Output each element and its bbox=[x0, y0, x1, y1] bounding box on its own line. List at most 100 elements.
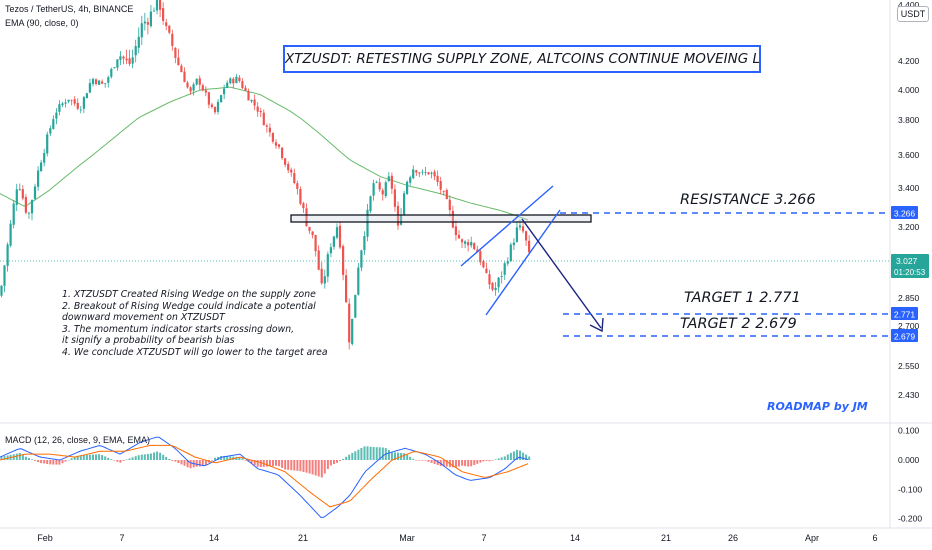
candle-body bbox=[366, 209, 369, 237]
macd-histogram-bar bbox=[134, 456, 137, 460]
candle-body bbox=[467, 242, 470, 246]
wedge-lower-line[interactable] bbox=[485, 209, 561, 316]
macd-histogram-bar bbox=[525, 454, 528, 460]
time-tick-label: Feb bbox=[37, 533, 53, 543]
macd-histogram-bar bbox=[323, 460, 326, 474]
candle-body bbox=[317, 250, 320, 270]
candle-body bbox=[174, 47, 177, 58]
candle-body bbox=[290, 169, 293, 173]
macd-tick-label: -0.100 bbox=[898, 484, 922, 494]
candle-body bbox=[311, 231, 314, 236]
macd-histogram-bar bbox=[336, 460, 338, 463]
macd-histogram-bar bbox=[34, 460, 36, 461]
candle-body bbox=[256, 106, 259, 112]
candle-body bbox=[451, 210, 454, 228]
macd-histogram-bar bbox=[259, 460, 262, 467]
candle-body bbox=[482, 261, 485, 268]
macd-histogram-bar bbox=[143, 454, 146, 460]
macd-histogram-bar bbox=[433, 460, 436, 464]
candle-body bbox=[207, 92, 210, 105]
price-tick-label: 3.400 bbox=[898, 183, 920, 193]
ema-90-line bbox=[0, 86, 529, 221]
price-tick-label: 3.600 bbox=[898, 150, 920, 160]
candle-body bbox=[427, 172, 430, 175]
time-tick-label: 21 bbox=[661, 533, 671, 543]
candle-body bbox=[3, 265, 6, 286]
candle-body bbox=[24, 197, 27, 213]
macd-histogram-bar bbox=[244, 460, 247, 461]
candle-body bbox=[491, 283, 494, 290]
macd-histogram-bar bbox=[79, 455, 82, 460]
candle-body bbox=[52, 119, 55, 129]
candle-body bbox=[232, 78, 235, 84]
macd-line bbox=[0, 436, 529, 519]
candle-body bbox=[424, 172, 427, 174]
macd-histogram-bar bbox=[366, 446, 369, 460]
macd-histogram-bar bbox=[15, 453, 18, 460]
macd-histogram-bar bbox=[430, 460, 433, 463]
macd-histogram-bar bbox=[223, 455, 226, 460]
candle-body bbox=[528, 240, 531, 253]
candle-body bbox=[6, 244, 9, 266]
macd-histogram-bar bbox=[201, 460, 204, 467]
candle-body bbox=[134, 46, 137, 56]
candle-body bbox=[183, 71, 186, 83]
candle-body bbox=[76, 103, 79, 109]
candle-body bbox=[360, 250, 363, 268]
macd-histogram-bar bbox=[265, 460, 268, 467]
candle-body bbox=[387, 176, 390, 181]
candle-body bbox=[329, 247, 332, 254]
time-tick-label: 6 bbox=[872, 533, 877, 543]
macd-histogram-bar bbox=[128, 458, 131, 460]
candle-body bbox=[238, 77, 241, 82]
candle-body bbox=[64, 102, 67, 104]
candle-body bbox=[149, 11, 152, 27]
macd-histogram-bar bbox=[421, 460, 424, 461]
macd-histogram-bar bbox=[485, 460, 488, 461]
candle-body bbox=[259, 111, 262, 113]
macd-histogram-bar bbox=[461, 460, 464, 466]
candle-body bbox=[436, 175, 439, 182]
macd-histogram-bar bbox=[268, 460, 271, 467]
macd-histogram-bar bbox=[256, 460, 259, 467]
macd-histogram-bar bbox=[98, 454, 101, 460]
macd-histogram-bar bbox=[238, 457, 241, 460]
macd-histogram-bar bbox=[73, 456, 76, 460]
macd-histogram-bar bbox=[159, 452, 162, 460]
time-tick-label: Apr bbox=[805, 533, 819, 543]
wedge-upper-line[interactable] bbox=[460, 185, 554, 267]
macd-histogram-bar bbox=[64, 460, 67, 462]
macd-histogram-bar bbox=[290, 460, 293, 471]
candle-body bbox=[113, 67, 116, 69]
countdown-text: 01:20:53 bbox=[894, 268, 926, 277]
projection-arrowhead bbox=[589, 317, 604, 333]
candle-body bbox=[302, 203, 305, 209]
macd-histogram-bar bbox=[272, 460, 274, 467]
candle-body bbox=[335, 227, 339, 238]
macd-histogram-bar bbox=[299, 460, 302, 472]
macd-histogram-bar bbox=[180, 460, 183, 465]
candle-body bbox=[399, 214, 403, 225]
macd-histogram-bar bbox=[509, 452, 512, 460]
time-tick-label: 7 bbox=[481, 533, 486, 543]
candle-body bbox=[43, 153, 46, 163]
macd-histogram-bar bbox=[28, 458, 30, 460]
candle-body bbox=[146, 22, 149, 25]
currency-badge[interactable]: USDT bbox=[897, 6, 929, 22]
candle-body bbox=[430, 172, 433, 174]
macd-histogram-bar bbox=[287, 460, 290, 470]
price-tick-label: 2.430 bbox=[898, 390, 920, 400]
supply-zone-box[interactable] bbox=[290, 214, 592, 223]
macd-histogram-bar bbox=[183, 460, 186, 466]
resistance-label: RESISTANCE 3.266 bbox=[680, 192, 816, 208]
candle-body bbox=[421, 171, 424, 173]
macd-histogram-bar bbox=[195, 460, 198, 467]
macd-histogram-bar bbox=[58, 460, 61, 465]
candle-body bbox=[73, 99, 76, 104]
macd-histogram-bar bbox=[67, 459, 70, 461]
macd-histogram-bar bbox=[320, 460, 323, 478]
macd-histogram-bar bbox=[519, 450, 521, 460]
candle-body bbox=[314, 235, 317, 252]
candle-body bbox=[137, 36, 140, 48]
